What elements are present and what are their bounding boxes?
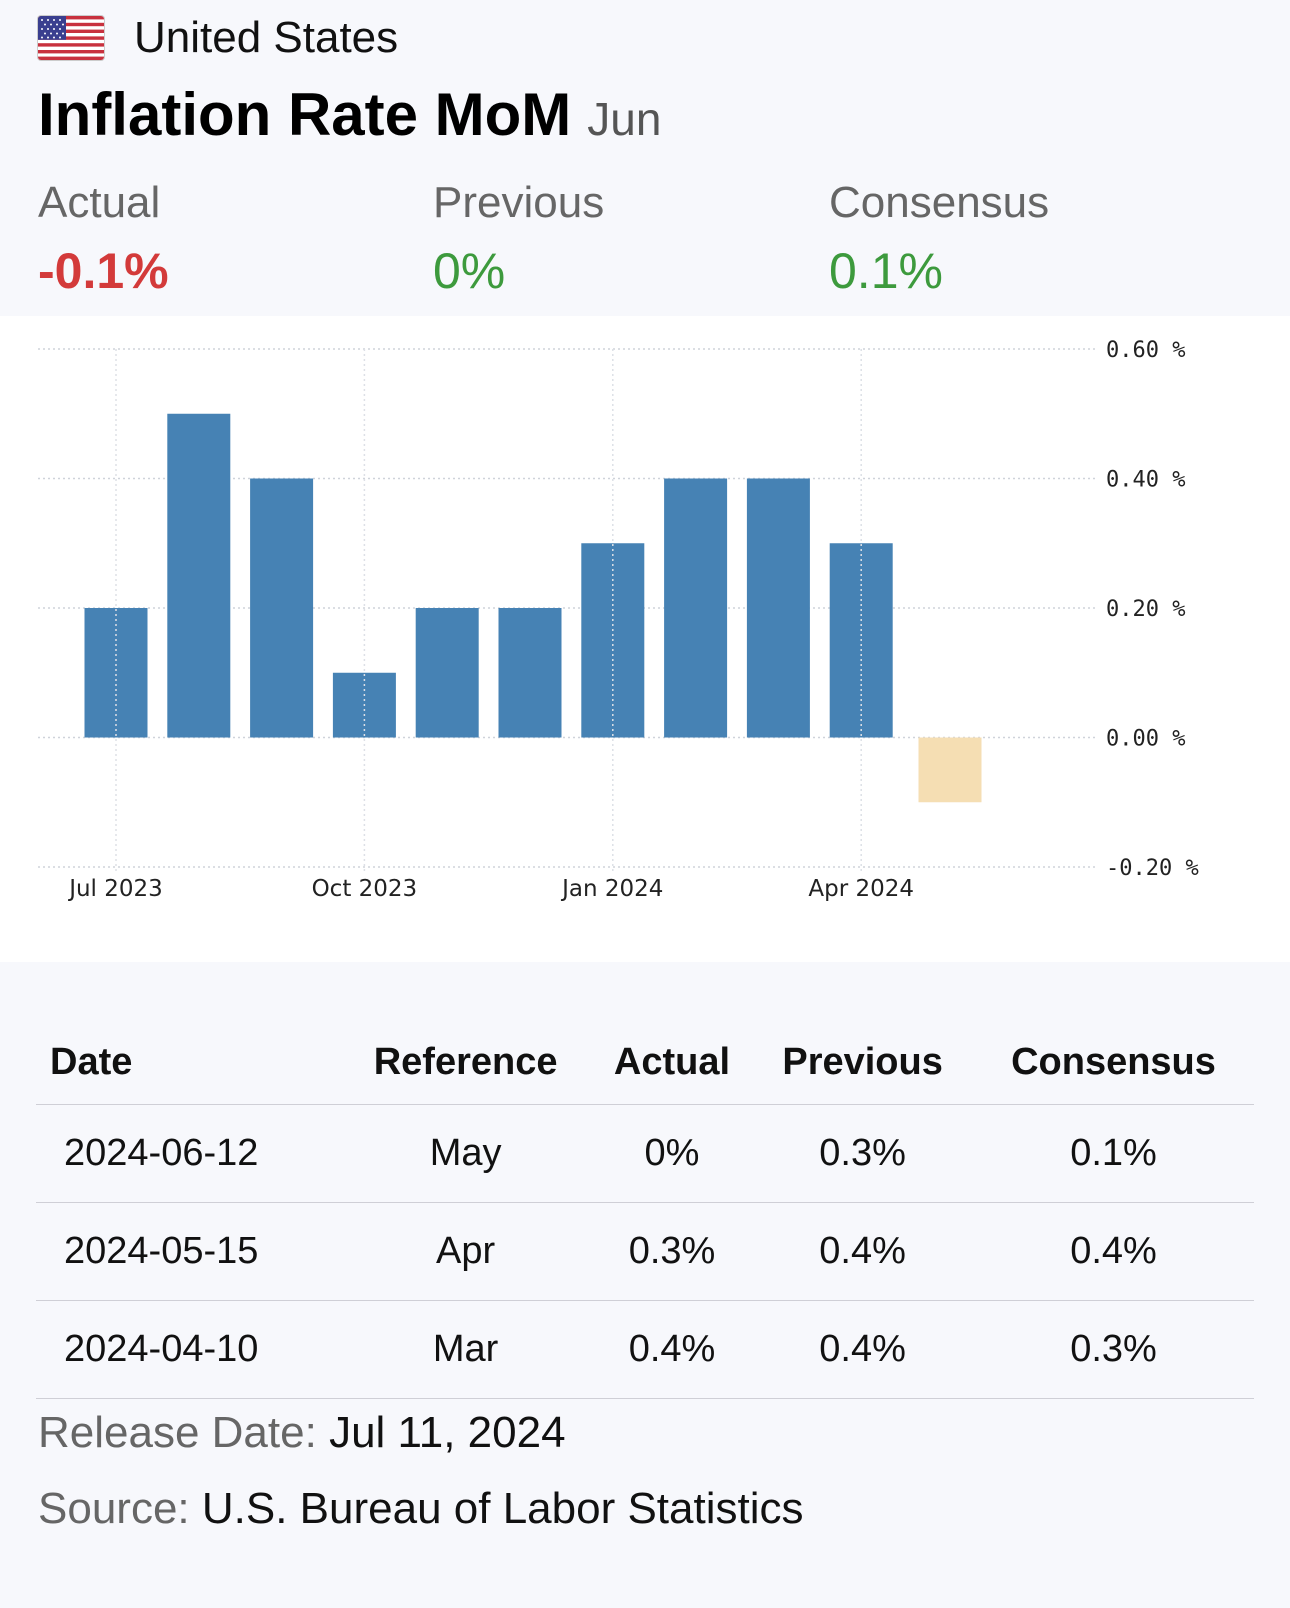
bar [664,478,728,738]
source-label: Source: [38,1484,190,1533]
y-tick-label: 0.00 % [1106,727,1185,752]
x-tick-label: Oct 2023 [312,876,418,902]
bar-forecast [918,737,982,803]
releases-table: Date Reference Actual Previous Consensus… [36,1020,1254,1399]
cell-consensus: 0.4% [973,1202,1254,1301]
us-flag-icon [38,16,104,60]
bar [167,413,231,738]
country-row: United States [38,13,399,62]
cell-reference: Apr [339,1202,592,1301]
cell-previous: 0.4% [752,1300,973,1399]
table-row: 2024-05-15 Apr 0.3% 0.4% 0.4% [36,1202,1254,1301]
table-header-row: Date Reference Actual Previous Consensus [36,1020,1254,1105]
bar [250,478,314,738]
col-reference: Reference [339,1020,592,1105]
cell-actual: 0.3% [591,1202,753,1301]
x-tick-label: Apr 2024 [808,876,914,902]
release-date: Release Date: Jul 11, 2024 [38,1408,566,1458]
header: United States Inflation Rate MoM Jun Act… [0,0,1290,316]
source: Source: U.S. Bureau of Labor Statistics [38,1484,804,1534]
cell-reference: May [339,1104,592,1203]
bar [84,608,148,738]
stat-previous-value: 0% [433,243,506,299]
y-tick-label: 0.20 % [1106,597,1185,622]
cell-actual: 0.4% [591,1300,753,1399]
cell-consensus: 0.1% [973,1104,1254,1203]
table-row: 2024-04-10 Mar 0.4% 0.4% 0.3% [36,1300,1254,1399]
cell-actual: 0% [591,1104,753,1203]
bar [498,608,562,738]
stat-previous: Previous 0% [433,178,604,300]
stat-actual: Actual -0.1% [38,178,169,300]
stat-actual-label: Actual [38,178,161,227]
title-row: Inflation Rate MoM Jun [38,80,661,149]
y-tick-label: 0.40 % [1106,468,1185,493]
country-name: United States [134,13,399,62]
y-tick-label: -0.20 % [1106,856,1199,881]
indicator-title: Inflation Rate MoM [38,81,572,148]
release-date-value: Jul 11, 2024 [329,1408,566,1457]
y-tick-label: 0.60 % [1106,338,1185,363]
col-actual: Actual [591,1020,753,1105]
cell-date: 2024-05-15 [36,1202,340,1301]
source-value: U.S. Bureau of Labor Statistics [201,1484,804,1533]
cell-reference: Mar [339,1300,592,1399]
stat-consensus-value: 0.1% [829,243,943,299]
x-tick-label: Jul 2023 [67,876,163,902]
cell-previous: 0.3% [752,1104,973,1203]
bar [415,608,479,738]
stat-consensus: Consensus 0.1% [829,178,1049,300]
bar-chart[interactable]: 0.60 % 0.40 % 0.20 % 0.00 % -0.20 % Jul 2023 O… [0,316,1290,962]
indicator-period: Jun [587,93,662,145]
bar [746,478,810,738]
table-row: 2024-06-12 May 0% 0.3% 0.1% [36,1104,1254,1203]
col-previous: Previous [752,1020,973,1105]
cell-date: 2024-04-10 [36,1300,340,1399]
stat-previous-label: Previous [433,178,605,227]
release-date-label: Release Date: [38,1408,317,1457]
cell-consensus: 0.3% [973,1300,1254,1399]
col-date: Date [36,1020,340,1105]
col-consensus: Consensus [973,1020,1254,1105]
cell-date: 2024-06-12 [36,1104,340,1203]
cell-previous: 0.4% [752,1202,973,1301]
chart-svg: 0.60 % 0.40 % 0.20 % 0.00 % -0.20 % Jul 2023 O… [38,338,1199,902]
x-tick-label: Jan 2024 [560,876,663,902]
stat-actual-value: -0.1% [38,243,169,299]
stat-consensus-label: Consensus [829,178,1050,227]
